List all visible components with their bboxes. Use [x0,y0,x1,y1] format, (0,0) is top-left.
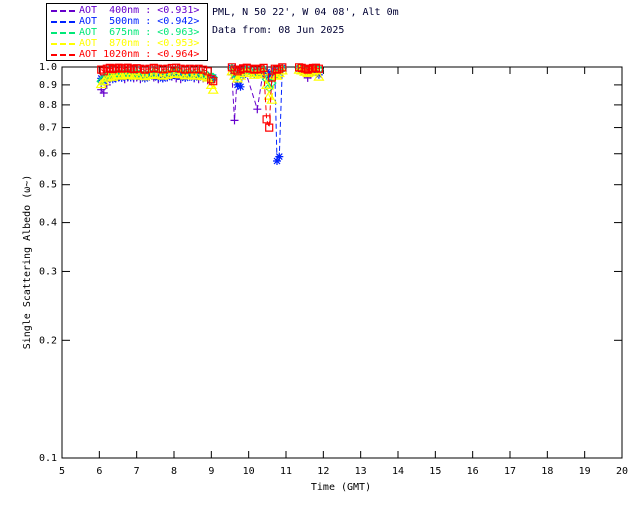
data-date-subtitle: Data from: 08 Jun 2025 [212,25,345,36]
legend-box: AOT 400nm : <0.931> AOT 500nm : <0.942> … [46,3,208,61]
svg-text:0.7: 0.7 [39,123,57,134]
svg-text:0.3: 0.3 [39,266,57,277]
series-aot-1020nm [97,63,323,132]
legend-item: AOT 675nm : <0.963> [49,27,205,38]
svg-text:16: 16 [467,466,479,477]
data-series [95,63,325,165]
legend-label-500nm: AOT 500nm : <0.942> [79,16,200,27]
legend-dash-675nm [51,31,75,34]
legend-dash-870nm [51,42,75,45]
svg-text:5: 5 [59,466,65,477]
legend-dash-1020nm [51,53,75,56]
svg-text:0.8: 0.8 [39,100,57,111]
svg-text:0.2: 0.2 [39,335,57,346]
svg-text:8: 8 [171,466,177,477]
legend-label-870nm: AOT 870nm : <0.953> [79,38,200,49]
svg-text:7: 7 [134,466,140,477]
axes [61,66,623,459]
tick-labels: 5 6 7 8 9 10 11 12 13 14 15 16 17 18 19 20 1.0 0.9 0.8 0.7 0… [39,62,628,477]
legend-item: AOT 500nm : <0.942> [49,16,205,27]
svg-text:18: 18 [541,466,553,477]
svg-text:6: 6 [96,466,102,477]
site-location-title: PML, N 50 22', W 04 08', Alt 0m [212,7,399,18]
svg-text:17: 17 [504,466,516,477]
legend-item: AOT 400nm : <0.931> [49,5,205,16]
svg-text:10: 10 [243,466,255,477]
x-axis-title: Time (GMT) [311,482,371,493]
svg-text:11: 11 [280,466,292,477]
svg-text:12: 12 [317,466,329,477]
svg-text:0.9: 0.9 [39,80,57,91]
legend-dash-400nm [51,9,75,12]
svg-text:9: 9 [208,466,214,477]
legend-item: AOT 1020nm : <0.964> [49,49,205,60]
svg-text:13: 13 [355,466,367,477]
legend-label-1020nm: AOT 1020nm : <0.964> [79,49,200,60]
svg-text:0.1: 0.1 [39,453,57,464]
legend-label-675nm: AOT 675nm : <0.963> [79,27,200,38]
svg-text:19: 19 [579,466,591,477]
legend-dash-500nm [51,20,75,23]
svg-text:20: 20 [616,466,628,477]
svg-text:15: 15 [429,466,441,477]
legend-item: AOT 870nm : <0.953> [49,38,205,49]
y-axis-title: Single Scattering Albedo (ω~) [22,175,33,350]
svg-text:14: 14 [392,466,404,477]
svg-text:0.5: 0.5 [39,180,57,191]
svg-text:0.4: 0.4 [39,218,57,229]
svg-text:0.6: 0.6 [39,149,57,160]
legend-label-400nm: AOT 400nm : <0.931> [79,5,200,16]
svg-text:1.0: 1.0 [39,62,57,73]
